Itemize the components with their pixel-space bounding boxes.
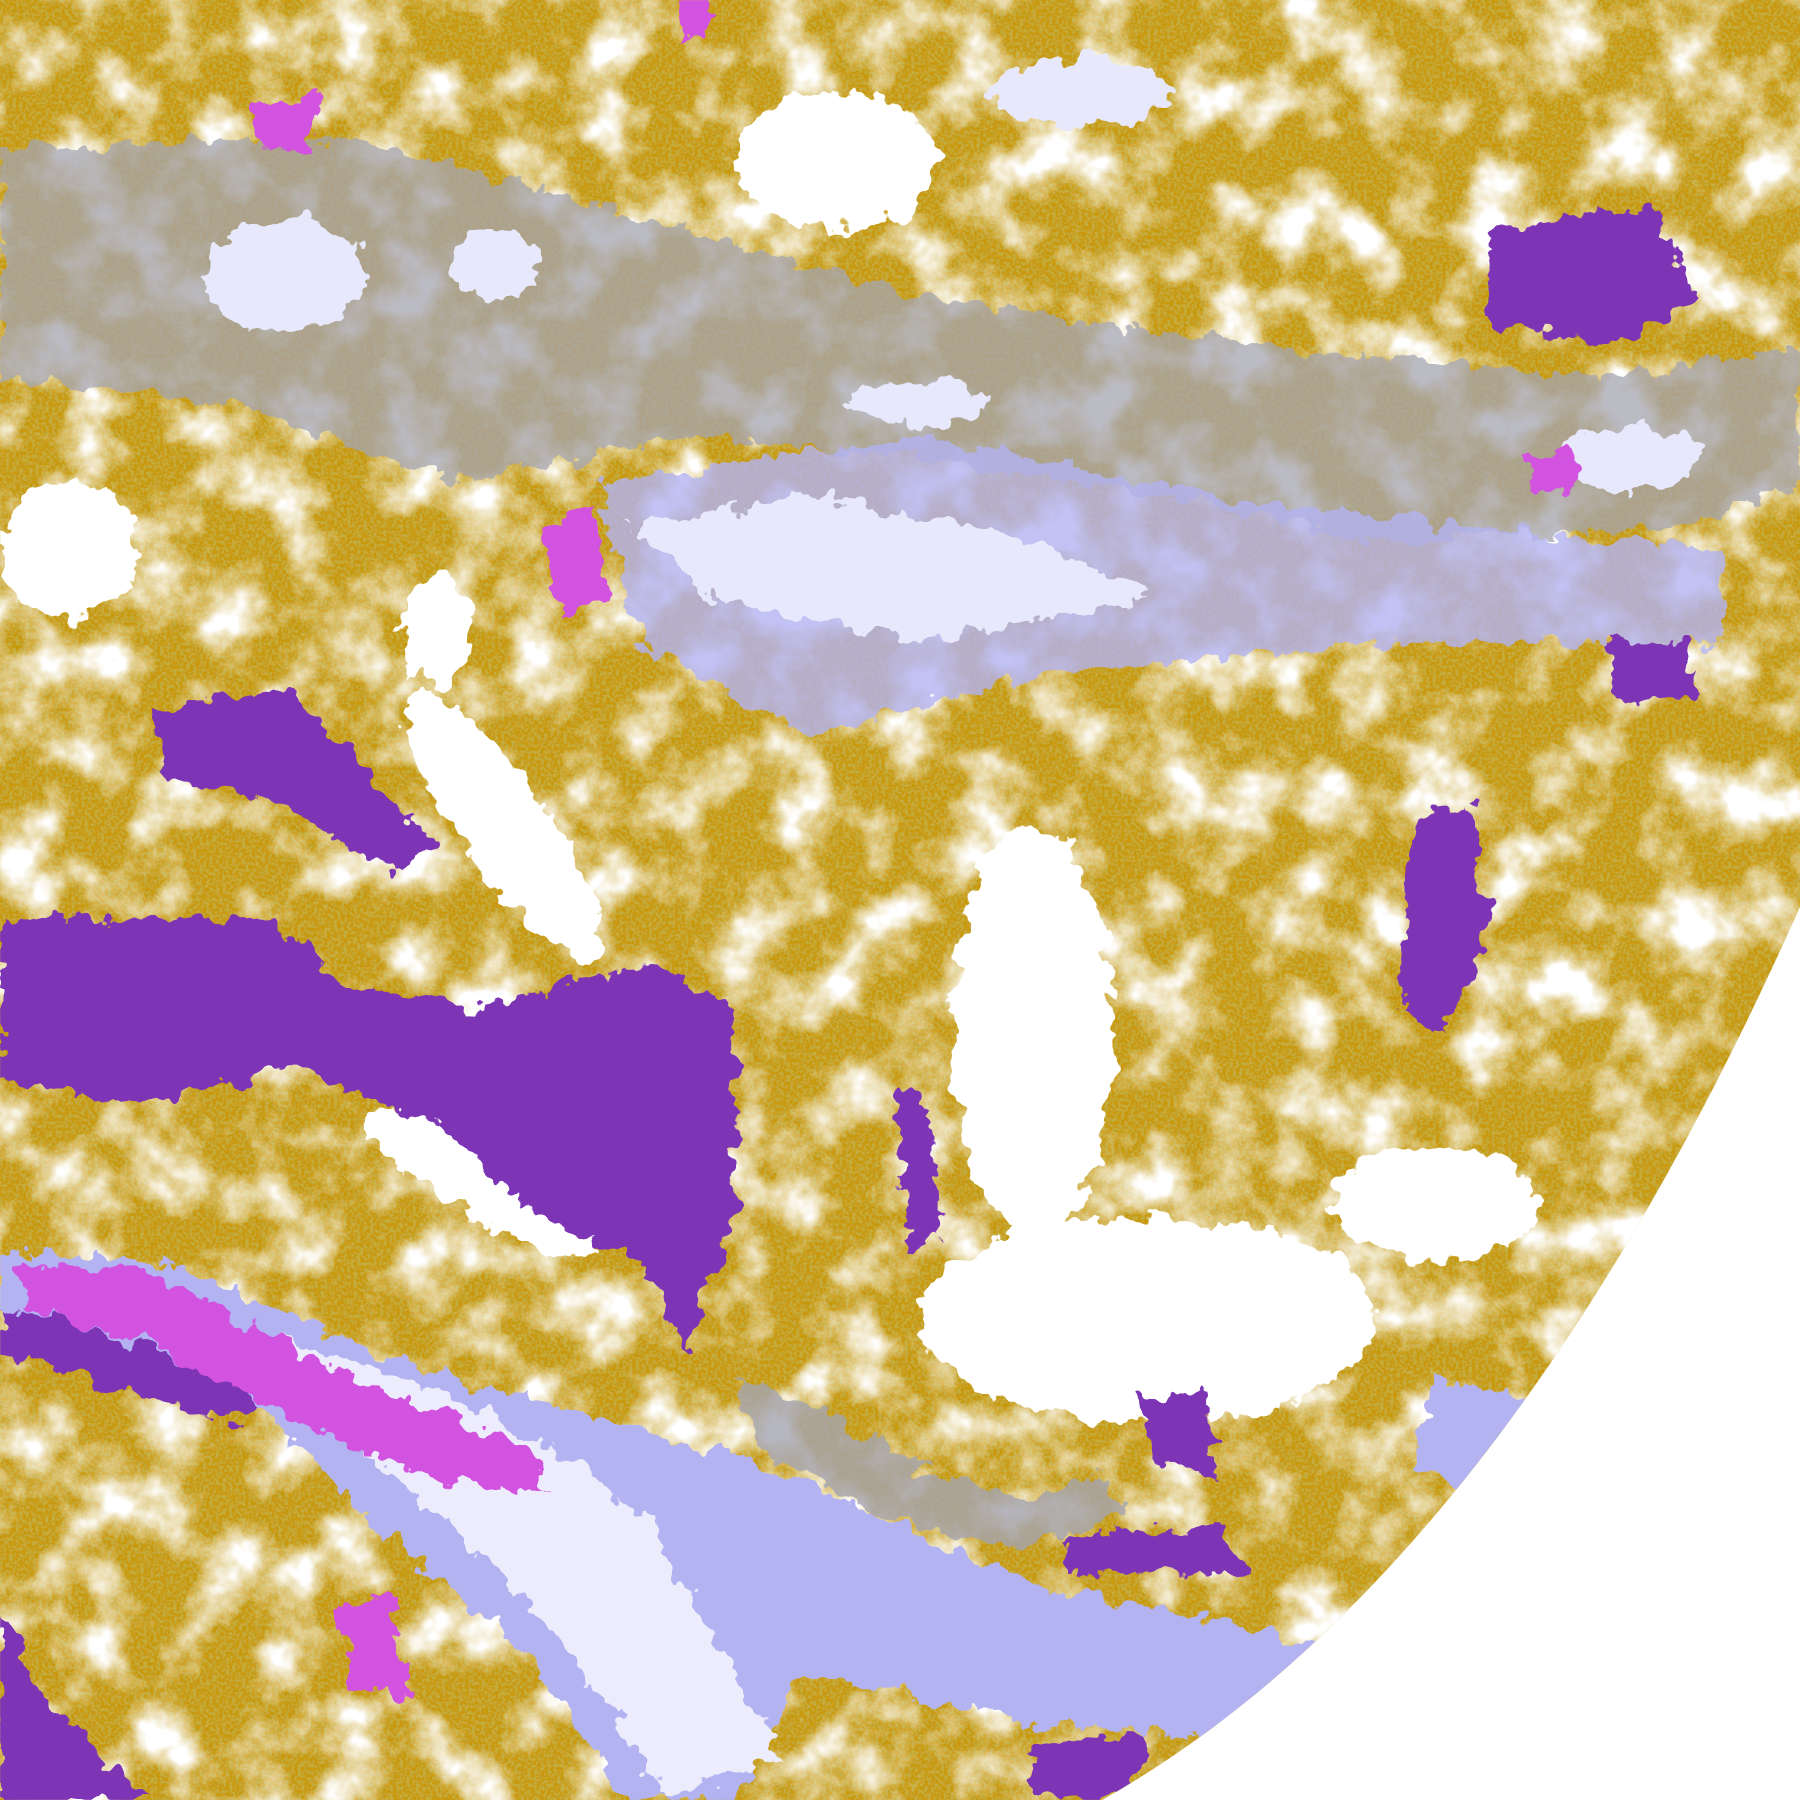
white-cloud (447, 229, 540, 299)
magenta-streak (22, 1262, 552, 1493)
gray-cloud-band (0, 137, 1800, 540)
white-cloud (1561, 424, 1699, 494)
purple-region (1136, 1389, 1217, 1481)
purple-region (1607, 642, 1699, 701)
clear-area (918, 1216, 1378, 1424)
clear-area (0, 482, 138, 620)
clear-area (401, 573, 471, 689)
purple-region (149, 688, 437, 873)
magenta-streak (677, 0, 712, 35)
white-cloud (206, 1320, 781, 1800)
clear-area (734, 91, 942, 230)
clear-area (361, 1107, 603, 1258)
purple-region (1480, 206, 1699, 345)
white-cloud (987, 57, 1171, 127)
white-cloud (206, 218, 368, 333)
purple-region (0, 918, 735, 1355)
purple-region (0, 1607, 150, 1800)
magenta-streak (332, 1595, 414, 1699)
purple-region (895, 1090, 942, 1252)
purple-region (1400, 803, 1493, 1034)
white-cloud (631, 493, 1148, 643)
lavender-cloud (1411, 1377, 1527, 1493)
white-cloud (849, 378, 988, 425)
clear-area (952, 826, 1114, 1240)
magenta-cloud (22, 0, 1573, 1699)
magenta-streak (1526, 453, 1573, 494)
clear-area (405, 692, 605, 961)
magenta-streak (539, 505, 609, 620)
magenta-streak (252, 91, 322, 150)
purple-region (1033, 1733, 1148, 1800)
clear-area (1331, 1147, 1539, 1263)
gray-cloud (734, 1377, 1125, 1550)
purple-region (1056, 1526, 1252, 1573)
clear-sky-areas (0, 91, 1539, 1424)
